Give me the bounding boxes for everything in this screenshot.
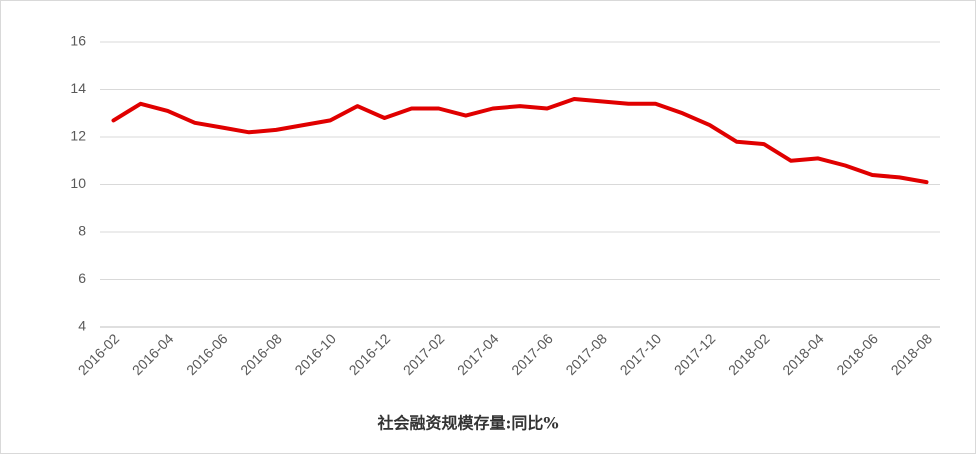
y-tick-label: 10 <box>70 175 86 191</box>
y-tick-label: 4 <box>78 318 86 334</box>
data-line <box>111 97 929 185</box>
y-tick-label: 16 <box>70 33 86 49</box>
y-tick-label: 8 <box>78 223 86 239</box>
y-tick-label: 6 <box>78 270 86 286</box>
legend-label: 社会融资规模存量:同比% <box>376 414 558 433</box>
y-tick-label: 14 <box>70 80 86 96</box>
y-tick-label: 12 <box>70 128 86 144</box>
